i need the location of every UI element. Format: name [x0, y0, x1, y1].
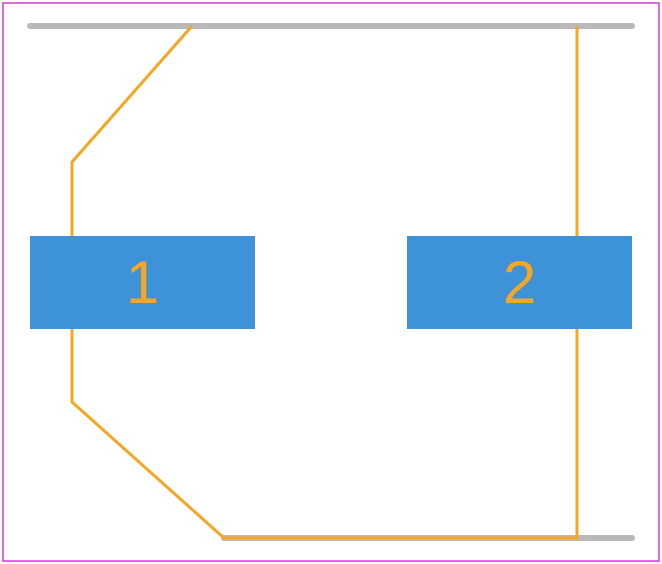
pad-2: 2 — [407, 236, 632, 329]
pad-1: 1 — [30, 236, 255, 329]
pad-2-label: 2 — [503, 248, 536, 317]
pad-1-label: 1 — [126, 248, 159, 317]
